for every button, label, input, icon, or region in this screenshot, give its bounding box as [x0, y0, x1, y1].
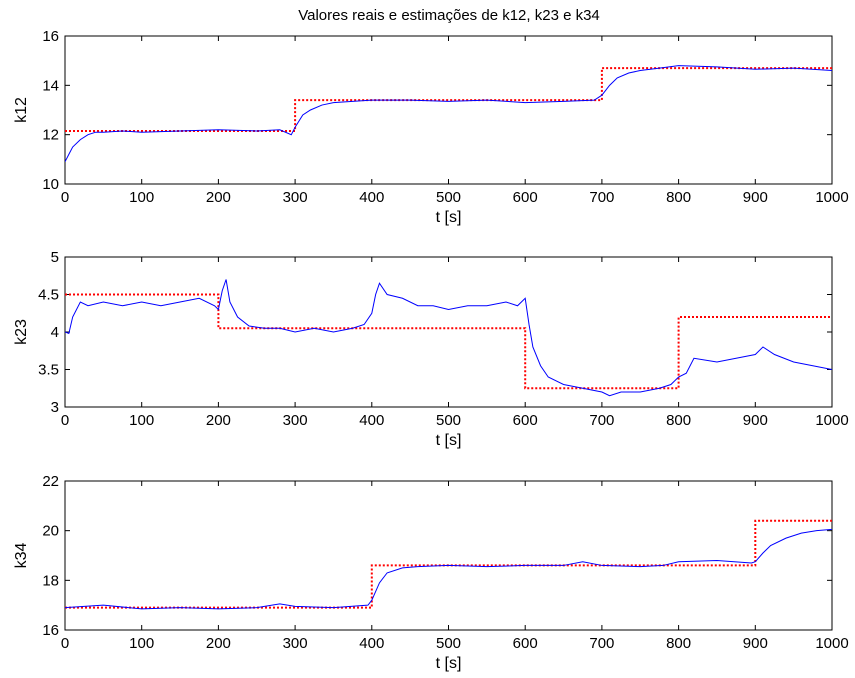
x-tick-label: 0 [61, 635, 69, 652]
axes-box [64, 480, 833, 631]
x-tick-label: 200 [206, 635, 231, 652]
y-tick-label: 10 [42, 176, 59, 193]
x-tick-label: 500 [436, 189, 461, 206]
figure-title: Valores reais e estimações de k12, k23 e… [298, 7, 600, 24]
y-tick-label: 3.5 [38, 362, 59, 379]
x-tick-label: 700 [589, 412, 614, 429]
y-tick-label: 22 [42, 473, 59, 490]
x-tick-label: 700 [589, 189, 614, 206]
x-tick-label: 1000 [815, 189, 848, 206]
x-tick-label: 0 [61, 412, 69, 429]
axes-box [64, 256, 833, 408]
x-tick-label: 900 [743, 635, 768, 652]
y-tick-label: 16 [42, 622, 59, 639]
x-tick-label: 200 [206, 189, 231, 206]
y-axis-label: k23 [13, 319, 30, 345]
y-axis-label: k34 [13, 543, 30, 569]
y-tick-label: 3 [51, 399, 59, 416]
plot-k34: 0 100 200 300 400 500 600 700 800 900 1000 16 18 20 22… [13, 473, 849, 672]
x-tick-label: 0 [61, 189, 69, 206]
y-tick-label: 4 [51, 324, 59, 341]
x-tick-label: 800 [666, 635, 691, 652]
x-tick-label: 600 [513, 635, 538, 652]
x-tick-label: 700 [589, 635, 614, 652]
x-tick-label: 800 [666, 189, 691, 206]
y-tick-label: 16 [42, 28, 59, 45]
plot-k12: 0 100 200 300 400 500 600 700 800 900 1000 10 12 14 16… [13, 28, 849, 226]
y-tick-label: 20 [42, 523, 59, 540]
series-estimate-line [65, 65, 832, 163]
x-tick-label: 400 [359, 189, 384, 206]
x-tick-label: 400 [359, 635, 384, 652]
x-axis-label: t [s] [436, 655, 462, 672]
series-estimate-line [65, 528, 832, 610]
y-tick-label: 12 [42, 127, 59, 144]
x-tick-label: 500 [436, 635, 461, 652]
x-tick-label: 900 [743, 412, 768, 429]
x-tick-label: 100 [129, 189, 154, 206]
y-tick-label: 4.5 [38, 287, 59, 304]
x-tick-label: 100 [129, 635, 154, 652]
y-tick-label: 14 [42, 77, 59, 94]
x-tick-label: 300 [283, 189, 308, 206]
x-axis-label: t [s] [436, 432, 462, 449]
axes-box [64, 35, 833, 185]
x-tick-label: 400 [359, 412, 384, 429]
series-estimate-line [65, 279, 832, 397]
x-axis-label: t [s] [436, 209, 462, 226]
y-axis-label: k12 [13, 97, 30, 123]
x-tick-label: 600 [513, 189, 538, 206]
x-tick-label: 600 [513, 412, 538, 429]
y-tick-label: 18 [42, 572, 59, 589]
x-tick-label: 300 [283, 635, 308, 652]
x-tick-label: 100 [129, 412, 154, 429]
x-tick-label: 300 [283, 412, 308, 429]
y-tick-label: 5 [51, 249, 59, 266]
x-tick-label: 1000 [815, 635, 848, 652]
x-tick-label: 200 [206, 412, 231, 429]
x-tick-label: 1000 [815, 412, 848, 429]
plot-k23: 0 100 200 300 400 500 600 700 800 900 1000 3 3.5 4 4.5… [13, 249, 849, 449]
x-tick-label: 500 [436, 412, 461, 429]
x-tick-label: 800 [666, 412, 691, 429]
x-tick-label: 900 [743, 189, 768, 206]
